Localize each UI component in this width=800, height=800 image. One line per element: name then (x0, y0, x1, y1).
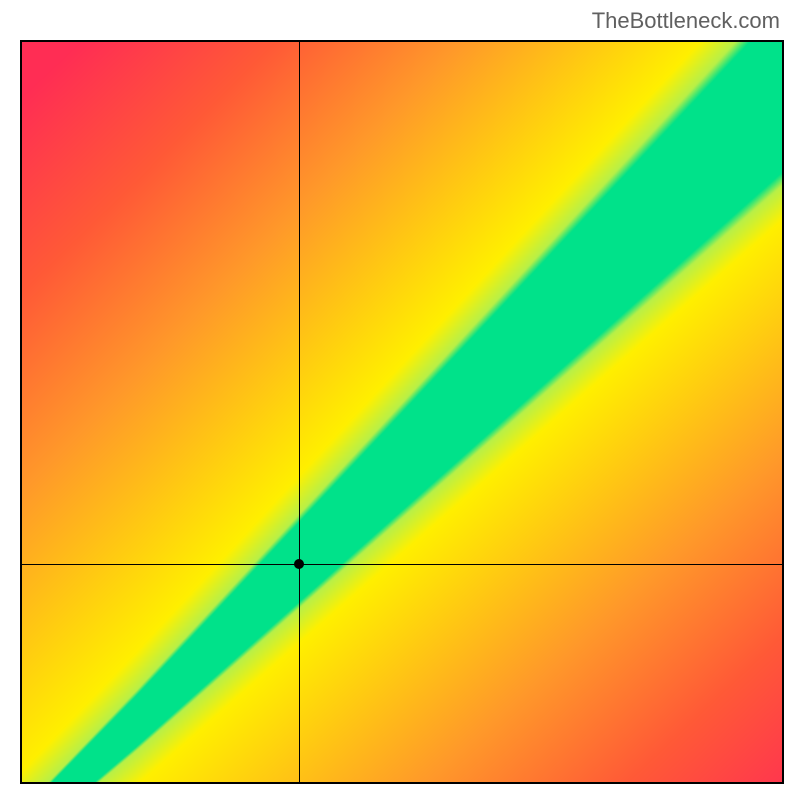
watermark-text: TheBottleneck.com (592, 8, 780, 34)
selection-marker (294, 559, 304, 569)
bottleneck-heatmap (20, 40, 784, 784)
crosshair-vertical (299, 42, 300, 782)
crosshair-horizontal (22, 564, 782, 565)
heatmap-canvas (22, 42, 782, 782)
